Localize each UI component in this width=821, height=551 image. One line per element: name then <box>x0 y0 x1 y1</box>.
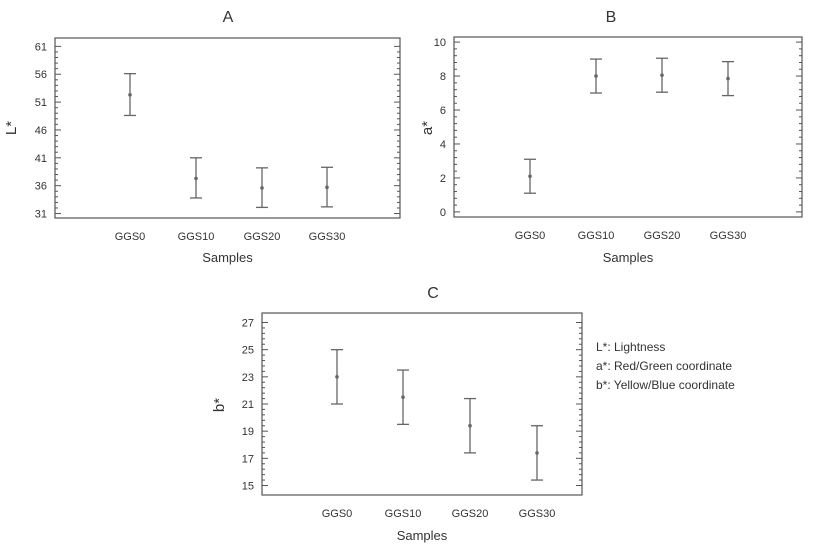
y-axis-label: b* <box>211 398 228 412</box>
y-tick-label: 2 <box>440 173 446 185</box>
mean-point <box>194 176 198 181</box>
mean-point <box>260 186 264 190</box>
x-tick-label: GGS0 <box>115 231 146 243</box>
y-tick-label: 10 <box>434 37 446 49</box>
mean-point <box>468 423 472 428</box>
y-tick-label: 31 <box>35 209 47 221</box>
legend-item: b*: Yellow/Blue coordinate <box>596 378 735 392</box>
plot-frame <box>453 36 803 218</box>
y-tick-label: 19 <box>242 426 254 438</box>
x-tick-label: GGS0 <box>322 508 353 520</box>
y-tick-label: 6 <box>440 105 446 117</box>
x-tick-label: GGS30 <box>710 230 747 242</box>
y-tick-label: 46 <box>35 125 47 137</box>
x-tick-label: GGS30 <box>519 508 556 520</box>
y-tick-label: 21 <box>242 399 254 411</box>
x-tick-label: GGS10 <box>578 230 615 242</box>
legend: L*: Lightness a*: Red/Green coordinate b… <box>596 338 735 395</box>
y-tick-label: 61 <box>35 41 47 53</box>
legend-item: a*: Red/Green coordinate <box>596 359 733 373</box>
y-tick-label: 23 <box>242 372 254 384</box>
y-tick-label: 27 <box>242 318 254 330</box>
y-axis-label: L* <box>3 121 20 135</box>
y-tick-label: 8 <box>440 71 446 83</box>
plot-frame <box>261 312 583 496</box>
y-tick-label: 4 <box>440 139 446 151</box>
y-tick-label: 0 <box>440 207 446 219</box>
x-tick-label: GGS20 <box>244 231 281 243</box>
x-tick-label: GGS30 <box>309 231 346 243</box>
y-tick-label: 41 <box>35 153 47 165</box>
x-tick-label: GGS20 <box>644 230 681 242</box>
mean-point <box>660 73 664 78</box>
x-tick-label: GGS10 <box>178 231 215 243</box>
y-axis-label: a* <box>419 121 436 135</box>
x-axis-label: Samples <box>603 250 654 265</box>
mean-point <box>528 174 532 179</box>
mean-point <box>726 76 730 81</box>
plot-frame <box>54 37 401 219</box>
y-tick-label: 56 <box>35 69 47 81</box>
mean-point <box>401 395 405 400</box>
chart-title: C <box>427 285 439 302</box>
y-tick-label: 15 <box>242 480 254 492</box>
mean-point <box>128 93 132 97</box>
chart-title: A <box>223 9 234 26</box>
y-tick-label: 17 <box>242 453 254 465</box>
x-axis-label: Samples <box>202 250 253 265</box>
mean-point <box>594 74 598 78</box>
x-tick-label: GGS20 <box>452 508 489 520</box>
x-tick-label: GGS0 <box>515 230 546 242</box>
y-tick-label: 25 <box>242 345 254 357</box>
mean-point <box>335 375 339 379</box>
chart-title: B <box>606 9 617 26</box>
x-tick-label: GGS10 <box>385 508 422 520</box>
y-tick-label: 51 <box>35 97 47 109</box>
legend-item: L*: Lightness <box>596 340 666 354</box>
mean-point <box>325 185 329 190</box>
y-tick-label: 36 <box>35 181 47 193</box>
x-axis-label: Samples <box>397 528 448 543</box>
mean-point <box>535 451 539 455</box>
